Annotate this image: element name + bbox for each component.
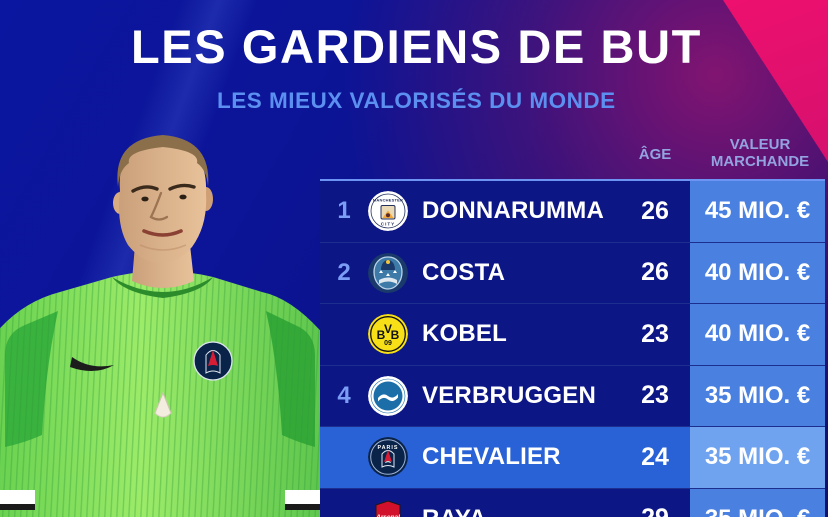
svg-text:MANCHESTER: MANCHESTER xyxy=(373,198,403,203)
svg-text:CITY: CITY xyxy=(381,222,395,227)
svg-text:B: B xyxy=(391,328,400,342)
svg-text:09: 09 xyxy=(384,340,392,347)
